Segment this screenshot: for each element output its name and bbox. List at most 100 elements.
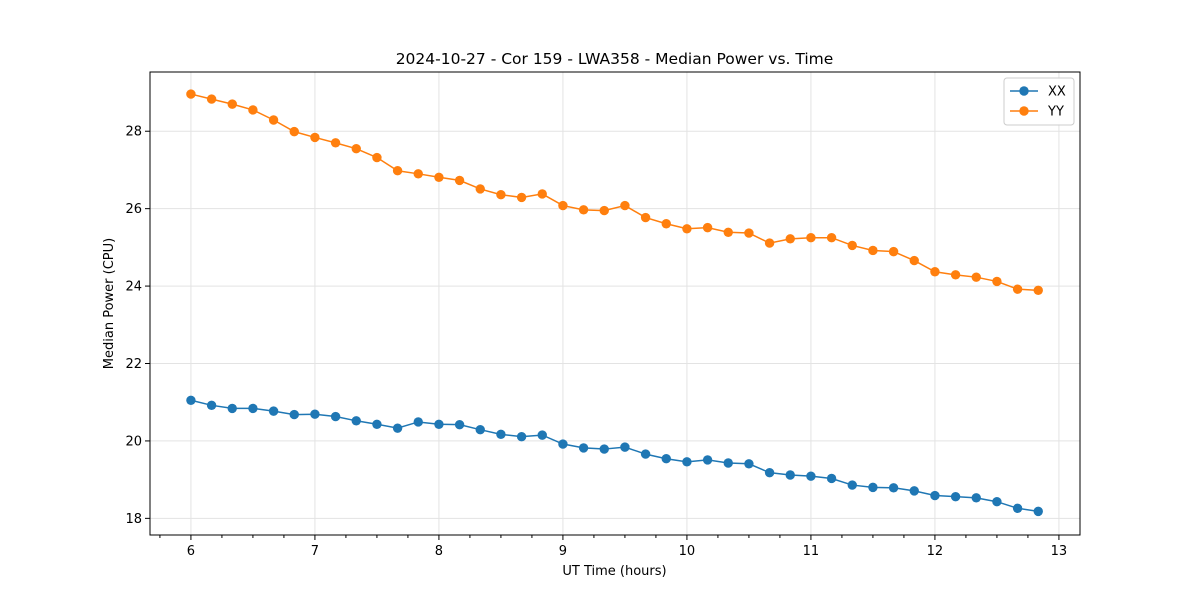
data-point-yy bbox=[186, 89, 196, 99]
x-tick-label: 6 bbox=[187, 544, 195, 559]
data-point-xx bbox=[434, 419, 444, 429]
y-tick-label: 24 bbox=[125, 280, 142, 295]
x-tick-label: 11 bbox=[803, 544, 820, 559]
y-tick-label: 18 bbox=[125, 512, 142, 527]
data-point-xx bbox=[496, 429, 506, 440]
data-point-xx bbox=[454, 419, 465, 430]
data-point-yy bbox=[351, 143, 361, 154]
grid bbox=[150, 72, 1080, 535]
data-point-xx bbox=[826, 473, 837, 484]
data-point-yy bbox=[599, 205, 609, 216]
data-point-xx bbox=[206, 400, 217, 411]
data-point-xx bbox=[785, 470, 795, 480]
data-point-xx bbox=[930, 490, 940, 501]
legend-label-xx: XX bbox=[1048, 85, 1066, 100]
data-point-yy bbox=[1012, 284, 1023, 294]
data-point-yy bbox=[744, 228, 754, 238]
data-point-yy bbox=[868, 245, 878, 256]
data-point-yy bbox=[392, 166, 403, 176]
data-point-xx bbox=[1033, 506, 1043, 517]
legend: XX YY bbox=[1003, 77, 1075, 126]
x-tick-label: 9 bbox=[559, 544, 567, 559]
legend-label-yy: YY bbox=[1047, 105, 1064, 120]
data-point-yy bbox=[826, 232, 837, 243]
data-point-xx bbox=[847, 480, 857, 490]
y-axis-label: Median Power (CPU) bbox=[102, 238, 117, 369]
y-tick-label: 22 bbox=[125, 357, 142, 372]
data-point-yy bbox=[930, 267, 940, 277]
data-point-xx bbox=[186, 395, 196, 405]
data-point-yy bbox=[682, 224, 692, 234]
y-tick-label: 26 bbox=[125, 202, 142, 217]
data-point-xx bbox=[868, 482, 878, 493]
data-point-xx bbox=[537, 430, 547, 440]
data-point-yy bbox=[1033, 285, 1043, 296]
x-tick-label: 7 bbox=[311, 544, 319, 559]
data-point-yy bbox=[372, 152, 382, 163]
data-point-yy bbox=[413, 169, 423, 179]
data-point-yy bbox=[434, 172, 444, 182]
data-point-yy bbox=[558, 200, 568, 211]
data-point-xx bbox=[888, 483, 899, 493]
axes: 6 7 8 9 10 11 12 13 18 20 22 24 26 28 bbox=[125, 125, 1067, 559]
data-point-yy bbox=[785, 234, 795, 244]
y-tick-label: 20 bbox=[125, 434, 142, 449]
x-tick-label: 12 bbox=[927, 544, 944, 559]
data-point-xx bbox=[351, 416, 361, 426]
data-point-xx bbox=[475, 425, 485, 435]
data-point-yy bbox=[909, 255, 919, 266]
data-point-yy bbox=[888, 246, 899, 257]
data-point-xx bbox=[413, 417, 423, 427]
data-point-yy bbox=[806, 232, 816, 243]
x-tick-label: 10 bbox=[679, 544, 696, 559]
data-point-xx bbox=[744, 459, 754, 469]
data-point-yy bbox=[992, 276, 1002, 287]
data-point-yy bbox=[268, 115, 279, 125]
data-point-xx bbox=[558, 439, 568, 449]
chart-title: 2024-10-27 - Cor 159 - LWA358 - Median P… bbox=[396, 50, 834, 68]
data-point-yy bbox=[537, 189, 547, 199]
data-point-xx bbox=[682, 457, 692, 467]
data-point-xx bbox=[806, 471, 816, 481]
data-point-yy bbox=[702, 222, 713, 233]
data-point-yy bbox=[289, 126, 299, 137]
data-point-yy bbox=[950, 270, 961, 280]
data-point-xx bbox=[950, 491, 961, 502]
data-point-xx bbox=[578, 443, 589, 453]
data-point-xx bbox=[661, 454, 671, 464]
data-point-xx bbox=[310, 409, 320, 419]
x-tick-label: 8 bbox=[435, 544, 443, 559]
data-point-xx bbox=[268, 406, 279, 416]
data-point-xx bbox=[992, 497, 1002, 507]
data-point-xx bbox=[392, 423, 403, 433]
data-point-xx bbox=[909, 486, 919, 496]
x-axis-label: UT Time (hours) bbox=[562, 564, 666, 579]
data-point-yy bbox=[516, 192, 527, 203]
data-point-xx bbox=[516, 431, 527, 442]
legend-marker-xx bbox=[1019, 86, 1029, 96]
data-point-xx bbox=[248, 403, 258, 414]
data-point-yy bbox=[723, 227, 733, 237]
data-point-yy bbox=[248, 105, 258, 115]
series bbox=[186, 89, 1043, 517]
data-point-xx bbox=[330, 411, 341, 422]
data-point-xx bbox=[372, 419, 382, 429]
data-point-yy bbox=[971, 272, 981, 282]
data-point-yy bbox=[640, 212, 651, 223]
data-point-xx bbox=[723, 458, 733, 468]
data-point-xx bbox=[599, 444, 609, 454]
data-point-xx bbox=[702, 455, 713, 465]
data-point-yy bbox=[764, 238, 775, 248]
data-point-xx bbox=[227, 403, 237, 414]
data-point-yy bbox=[578, 205, 589, 215]
data-point-yy bbox=[847, 240, 857, 251]
data-point-xx bbox=[971, 493, 981, 503]
x-tick-label: 13 bbox=[1051, 544, 1068, 559]
data-point-xx bbox=[764, 467, 775, 478]
data-point-yy bbox=[330, 138, 341, 148]
data-point-yy bbox=[310, 132, 320, 143]
data-point-yy bbox=[475, 184, 485, 194]
data-point-xx bbox=[1012, 503, 1023, 513]
data-point-xx bbox=[640, 449, 651, 459]
